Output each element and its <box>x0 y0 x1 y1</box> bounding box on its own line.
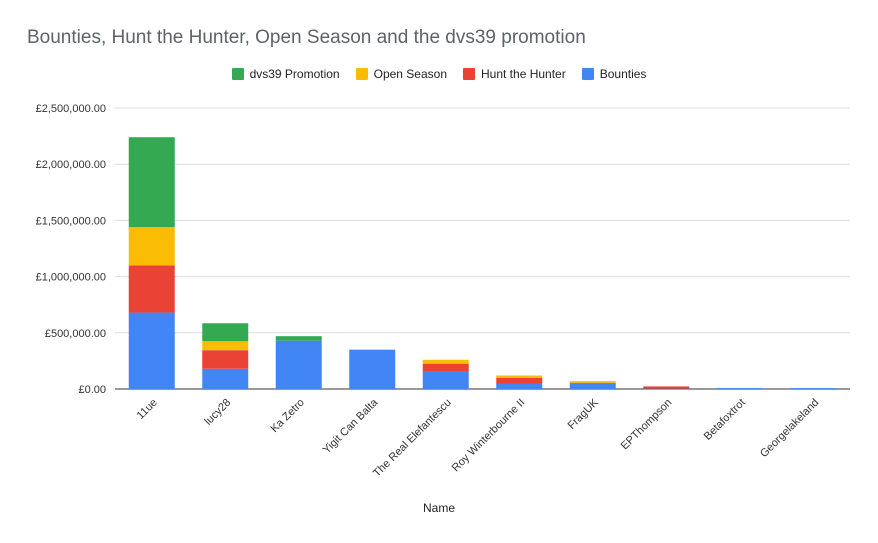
x-tick-label: lucy28 <box>202 397 233 428</box>
x-tick-label: EPThompson <box>619 397 675 453</box>
legend-swatch <box>581 68 594 80</box>
bar-segment[interactable] <box>202 323 249 342</box>
bar-segment[interactable] <box>202 341 249 351</box>
legend-swatch <box>231 68 244 80</box>
bar-segment[interactable] <box>128 137 175 228</box>
y-tick-label: £1,500,000.00 <box>36 215 106 227</box>
bar-segment[interactable] <box>128 265 175 313</box>
bar-segment[interactable] <box>422 371 469 389</box>
bar-segment[interactable] <box>716 388 763 389</box>
bar-segment[interactable] <box>202 368 249 389</box>
legend-label: Open Season <box>373 67 447 81</box>
legend-item[interactable]: Bounties <box>581 67 647 81</box>
bar-segment[interactable] <box>128 227 175 266</box>
bar-segment[interactable] <box>496 375 543 378</box>
bar-segment[interactable] <box>569 381 616 383</box>
legend-swatch <box>355 68 368 80</box>
y-tick-label: £2,000,000.00 <box>36 159 106 171</box>
chart-legend: dvs39 Promotion Open Season Hunt the Hunte… <box>0 67 878 81</box>
x-tick-label: Ka Zetro <box>269 397 307 435</box>
x-axis-title: Name <box>422 501 455 515</box>
y-tick-label: £1,000,000.00 <box>36 272 106 284</box>
bar-segment[interactable] <box>569 382 616 384</box>
x-tick-label: Georgelakeland <box>758 397 821 460</box>
bar-segment[interactable] <box>496 377 543 384</box>
bar-segment[interactable] <box>349 349 396 389</box>
legend-label: Hunt the Hunter <box>481 67 566 81</box>
chart-title: Bounties, Hunt the Hunter, Open Season a… <box>27 27 586 48</box>
legend-swatch <box>463 68 475 80</box>
bar-segment[interactable] <box>422 359 469 364</box>
legend-item[interactable]: Open Season <box>355 67 447 81</box>
legend-item[interactable]: dvs39 Promotion <box>231 67 340 81</box>
legend-label: dvs39 Promotion <box>249 67 340 81</box>
y-tick-label: £500,000.00 <box>45 328 106 340</box>
bar-segment[interactable] <box>422 363 469 372</box>
x-tick-label: 11ue <box>135 397 160 422</box>
bar-segment[interactable] <box>569 383 616 389</box>
x-tick-label: FragUK <box>566 396 602 432</box>
bar-segment[interactable] <box>643 388 690 390</box>
legend-label: Bounties <box>599 67 647 81</box>
bar-segment[interactable] <box>643 386 690 389</box>
x-tick-label: The Real Elefantescu <box>371 397 454 480</box>
legend-item[interactable]: Hunt the Hunter <box>463 67 566 81</box>
bar-segment[interactable] <box>790 388 837 389</box>
bar-segment[interactable] <box>275 340 322 389</box>
bar-segment[interactable] <box>275 336 322 341</box>
bar-segment[interactable] <box>496 383 543 389</box>
x-tick-label: Yigit Can Balta <box>321 396 381 456</box>
y-tick-label: £0.00 <box>78 384 106 396</box>
x-tick-label: Roy Winterbourne II <box>450 397 528 475</box>
bar-segment[interactable] <box>202 350 249 369</box>
bar-segment[interactable] <box>128 312 175 389</box>
y-tick-label: £2,500,000.00 <box>36 103 106 115</box>
x-tick-label: Betafoxtrot <box>702 397 748 443</box>
